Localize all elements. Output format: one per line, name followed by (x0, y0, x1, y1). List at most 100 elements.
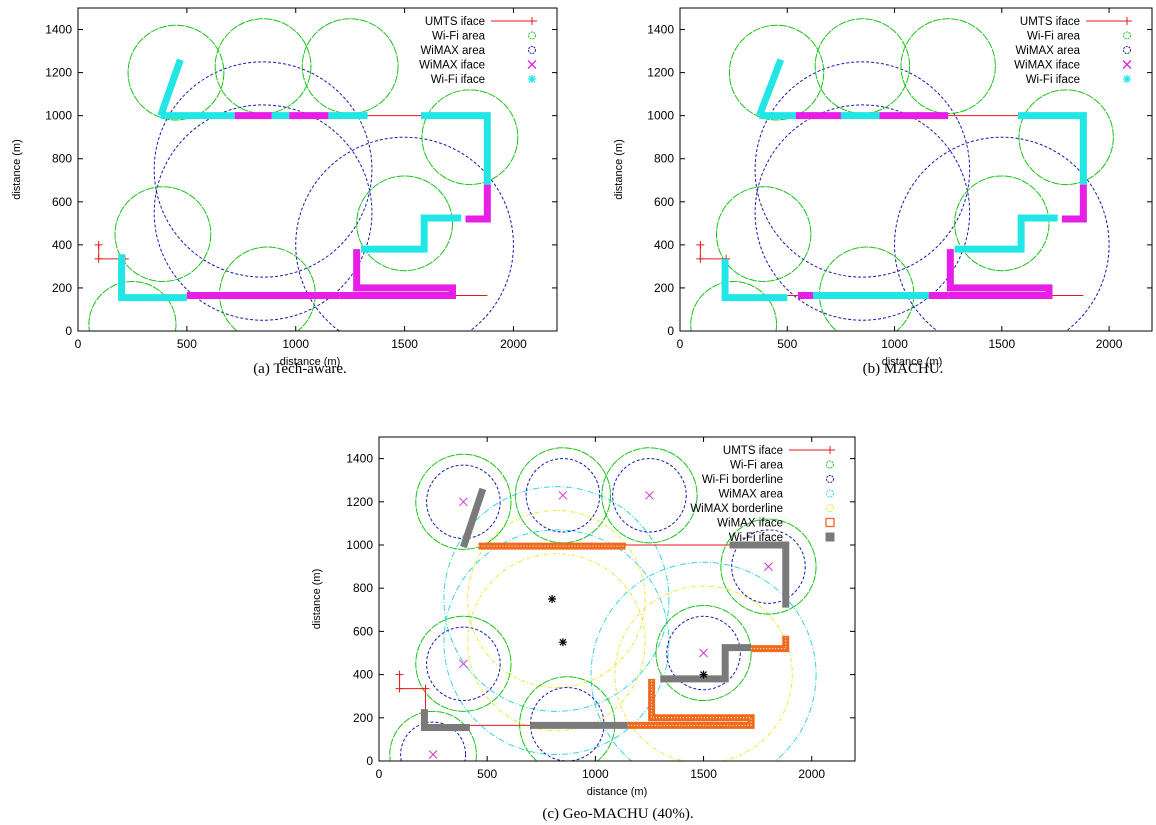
y-tick-label: 0 (65, 324, 72, 338)
legend-star-swatch (1123, 75, 1131, 83)
x-tick-label: 1500 (988, 337, 1015, 351)
wifi-borderline-circle (612, 458, 687, 533)
wifi-area-circle (1018, 89, 1114, 186)
plot-frame (378, 436, 856, 762)
legend-ring-swatch (826, 504, 834, 512)
wifi-area-circle (88, 280, 177, 331)
wifi-area-circle (415, 453, 512, 550)
legend: UMTS iface Wi-Fi area Wi-Fi borderline WiMA… (690, 445, 835, 544)
legend-entry-label: Wi-Fi borderline (702, 474, 783, 486)
umts-iface-point (395, 684, 404, 693)
x-tick-label: 1000 (582, 767, 609, 781)
legend: UMTS iface Wi-Fi area WiMAX area WiMAX ifac… (1014, 16, 1132, 86)
legend-entry-label: WiMAX iface (419, 60, 485, 72)
y-tick-label: 0 (667, 324, 674, 338)
legend-filled-square-swatch (825, 532, 835, 542)
wifi-area-circle (301, 18, 399, 115)
umts-iface-point (94, 254, 103, 263)
legend-entry-label: Wi-Fi iface (431, 74, 485, 86)
legend-x-swatch (1122, 60, 1132, 69)
umts-iface-point (696, 240, 705, 249)
legend-ring-swatch (826, 489, 834, 498)
legend-entry-label: WiMAX area (1015, 45, 1080, 57)
wifi-area-circle (954, 175, 1050, 272)
y-tick-label: 200 (654, 281, 674, 295)
wifi-area-circle (214, 18, 312, 115)
legend: UMTS iface Wi-Fi area WiMAX area WiMAX ifac… (419, 16, 537, 86)
y-tick-label: 1200 (346, 495, 373, 509)
wifi-ap-marker (558, 490, 568, 500)
wimax-iface-track (946, 249, 1053, 299)
wifi-area-circle (114, 186, 212, 282)
wimax-bs-marker (699, 670, 708, 679)
y-tick-label: 800 (52, 152, 72, 166)
wifi-ap-marker (459, 497, 468, 507)
legend-entry-label: WiMAX borderline (690, 503, 783, 515)
wifi-borderline-circle (666, 615, 741, 691)
x-tick-label: 500 (777, 337, 797, 351)
legend-ring-swatch (826, 460, 834, 469)
wifi-borderline-circle (525, 458, 601, 533)
wifi-iface-track (420, 112, 491, 185)
wifi-area-circle (421, 89, 519, 186)
wifi-iface-track (420, 709, 470, 732)
plot-frame (77, 7, 558, 332)
y-tick-label: 600 (654, 195, 674, 209)
x-axis-label: distance (m) (280, 356, 341, 368)
y-tick-label: 1000 (647, 109, 674, 123)
wimax-iface-track (465, 184, 491, 223)
wifi-area-circle (814, 18, 911, 115)
wifi-ap-marker (764, 562, 773, 571)
wifi-borderline-circle (400, 721, 467, 761)
legend-ring-swatch (1123, 46, 1131, 54)
wifi-area-circle (127, 24, 225, 121)
y-tick-label: 200 (52, 281, 72, 295)
wimax-borderline-circle (614, 585, 793, 761)
wifi-ap-marker (699, 648, 708, 658)
wifi-iface-track (460, 487, 487, 549)
wimax-area-circle (295, 136, 514, 331)
wimax-bs-marker (548, 595, 557, 603)
y-tick-label: 1400 (647, 23, 674, 37)
wifi-area-circle (655, 604, 752, 702)
y-tick-label: 200 (353, 711, 373, 725)
legend-entry-label: UMTS iface (425, 16, 485, 28)
legend-ring-swatch (528, 46, 536, 54)
wifi-iface-track (157, 58, 184, 117)
wimax-iface-track (1061, 184, 1087, 223)
wifi-iface-track (721, 258, 788, 302)
y-axis-label: distance (m) (311, 569, 323, 630)
umts-iface-point (94, 240, 103, 249)
figure-caption: (a) Tech-aware. (253, 361, 347, 377)
wifi-borderline-circle (426, 626, 501, 702)
x-tick-label: 1000 (881, 337, 908, 351)
plot-machu: 0 500 1000 1500 2000 0 200 400 600 800 1000 1200 140… (613, 7, 1153, 377)
y-axis-label: distance (m) (11, 139, 23, 200)
plot-area (690, 18, 1114, 331)
umts-iface-line (399, 674, 426, 690)
wimax-iface-track (339, 249, 456, 299)
wifi-ap-marker (645, 490, 654, 500)
x-tick-label: 500 (477, 767, 497, 781)
x-axis-label: distance (m) (587, 786, 648, 798)
wifi-iface-track (1017, 112, 1087, 185)
y-tick-label: 400 (353, 668, 373, 682)
legend-ring-swatch (1123, 31, 1131, 40)
wifi-area-circle (715, 186, 812, 282)
x-axis-label: distance (m) (882, 356, 943, 368)
wimax-iface-track (627, 678, 755, 729)
wifi-area-circle (389, 710, 477, 761)
plot-geo-machu: 0 500 1000 1500 2000 0 200 400 600 800 1000 1200 140… (311, 436, 856, 822)
legend-star-swatch (528, 75, 536, 83)
y-tick-label: 1000 (346, 538, 373, 552)
figure-caption: (c) Geo-MACHU (40%). (542, 806, 693, 822)
wimax-area-circle (443, 529, 670, 756)
umts-iface-point (696, 254, 705, 263)
wimax-borderline-circle (467, 553, 646, 732)
y-tick-label: 1000 (45, 109, 72, 123)
wimax-iface-track-texture (627, 678, 752, 726)
wimax-iface-track (751, 635, 790, 653)
x-tick-label: 500 (177, 337, 197, 351)
x-tick-label: 2000 (798, 767, 825, 781)
